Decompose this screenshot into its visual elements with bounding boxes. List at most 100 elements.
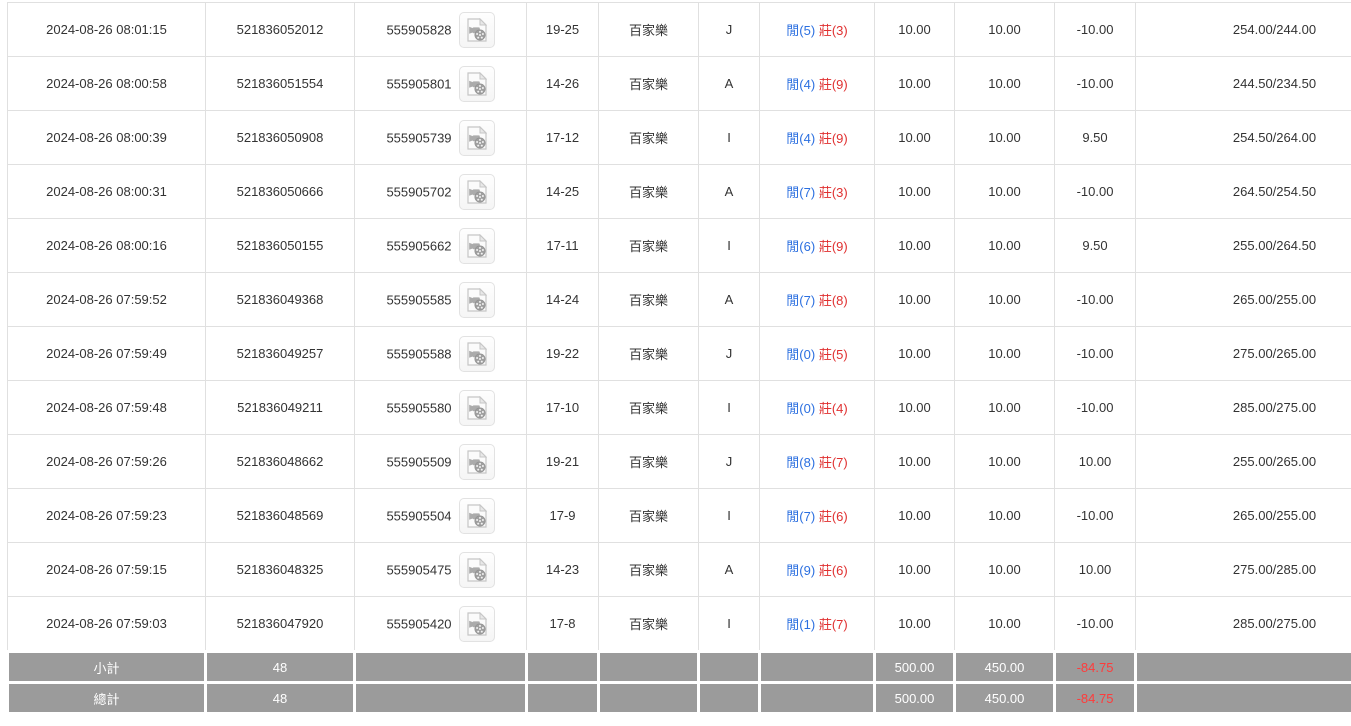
summary-empty-cell	[697, 650, 761, 684]
cell-round-id: 555905504	[354, 488, 527, 543]
cell-bet-amount-link[interactable]: 10.00	[874, 56, 955, 111]
video-replay-button[interactable]	[458, 497, 495, 534]
cell-bet-time: 2024-08-26 07:59:26	[7, 434, 206, 489]
cell-bet-id: 521836048662	[205, 434, 355, 489]
cell-valid-amount: 10.00	[954, 542, 1055, 597]
cell-balance: 255.00/264.50	[1135, 218, 1351, 273]
round-id-text: 555905662	[386, 238, 452, 253]
cell-bet-amount-link[interactable]: 10.00	[874, 164, 955, 219]
cell-valid-amount: 10.00	[954, 164, 1055, 219]
result-banker: 莊(5)	[818, 347, 848, 362]
table-row: 2024-08-26 08:00:16 521836050155 5559056…	[7, 218, 1351, 273]
subtotal-label: 小計	[6, 650, 207, 684]
cell-table-round: 14-24	[526, 272, 599, 327]
cell-seat: A	[698, 272, 760, 327]
table-row: 2024-08-26 08:01:15 521836052012 5559058…	[7, 2, 1351, 57]
summary-empty-cell	[525, 650, 600, 684]
result-player: 閒(4)	[786, 131, 816, 146]
cell-win-loss: -10.00	[1054, 164, 1136, 219]
cell-win-loss: 10.00	[1054, 434, 1136, 489]
cell-result: 閒(7) 莊(3)	[759, 164, 875, 219]
subtotal-count: 48	[204, 650, 356, 684]
cell-table-round: 14-23	[526, 542, 599, 597]
summary-empty-cell	[758, 681, 876, 715]
video-replay-button[interactable]	[458, 335, 495, 372]
video-replay-button[interactable]	[458, 173, 495, 210]
video-replay-button[interactable]	[458, 443, 495, 480]
cell-valid-amount: 10.00	[954, 272, 1055, 327]
cell-win-loss: -10.00	[1054, 2, 1136, 57]
cell-game-name: 百家樂	[598, 542, 699, 597]
result-banker: 莊(9)	[818, 239, 848, 254]
round-id-text: 555905475	[386, 562, 452, 577]
result-banker: 莊(7)	[818, 617, 848, 632]
cell-result: 閒(5) 莊(3)	[759, 2, 875, 57]
cell-seat: I	[698, 596, 760, 652]
video-file-icon	[466, 503, 487, 528]
cell-result: 閒(1) 莊(7)	[759, 596, 875, 652]
video-replay-button[interactable]	[458, 11, 495, 48]
round-id-text: 555905420	[386, 616, 452, 631]
total-label: 總計	[6, 681, 207, 715]
round-id-text: 555905509	[386, 454, 452, 469]
cell-bet-amount-link[interactable]: 10.00	[874, 110, 955, 165]
result-banker: 莊(9)	[818, 131, 848, 146]
cell-table-round: 19-22	[526, 326, 599, 381]
cell-game-name: 百家樂	[598, 596, 699, 652]
video-replay-button[interactable]	[458, 65, 495, 102]
total-count: 48	[204, 681, 356, 715]
cell-balance: 285.00/275.00	[1135, 596, 1351, 652]
cell-seat: J	[698, 326, 760, 381]
table-row: 2024-08-26 07:59:15 521836048325 5559054…	[7, 542, 1351, 597]
round-id-text: 555905828	[386, 22, 452, 37]
cell-bet-time: 2024-08-26 08:00:31	[7, 164, 206, 219]
cell-bet-amount-link[interactable]: 10.00	[874, 488, 955, 543]
cell-win-loss: -10.00	[1054, 326, 1136, 381]
cell-bet-amount-link[interactable]: 10.00	[874, 434, 955, 489]
cell-bet-amount-link[interactable]: 10.00	[874, 326, 955, 381]
cell-balance: 285.00/275.00	[1135, 380, 1351, 435]
cell-game-name: 百家樂	[598, 2, 699, 57]
cell-game-name: 百家樂	[598, 164, 699, 219]
result-player: 閒(6)	[786, 239, 816, 254]
table-row: 2024-08-26 07:59:26 521836048662 5559055…	[7, 434, 1351, 489]
cell-bet-id: 521836047920	[205, 596, 355, 652]
result-player: 閒(9)	[786, 563, 816, 578]
result-player: 閒(0)	[786, 347, 816, 362]
subtotal-bet-amount: 500.00	[873, 650, 956, 684]
video-replay-button[interactable]	[458, 551, 495, 588]
subtotal-win-loss: -84.75	[1053, 650, 1137, 684]
cell-win-loss: -10.00	[1054, 56, 1136, 111]
video-replay-button[interactable]	[458, 389, 495, 426]
summary-empty-cell	[353, 681, 528, 715]
video-replay-button[interactable]	[458, 281, 495, 318]
video-replay-button[interactable]	[458, 119, 495, 156]
result-banker: 莊(7)	[818, 455, 848, 470]
cell-game-name: 百家樂	[598, 56, 699, 111]
video-replay-button[interactable]	[458, 605, 495, 642]
round-id-text: 555905801	[386, 76, 452, 91]
cell-balance: 265.00/255.00	[1135, 272, 1351, 327]
summary-empty-cell	[758, 650, 876, 684]
video-file-icon	[466, 71, 487, 96]
video-file-icon	[466, 449, 487, 474]
video-replay-button[interactable]	[458, 227, 495, 264]
cell-table-round: 19-21	[526, 434, 599, 489]
cell-round-id: 555905580	[354, 380, 527, 435]
cell-bet-amount-link[interactable]: 10.00	[874, 596, 955, 652]
cell-game-name: 百家樂	[598, 326, 699, 381]
result-banker: 莊(6)	[818, 563, 848, 578]
cell-bet-amount-link[interactable]: 10.00	[874, 380, 955, 435]
cell-bet-amount-link[interactable]: 10.00	[874, 218, 955, 273]
cell-balance: 244.50/234.50	[1135, 56, 1351, 111]
cell-balance: 264.50/254.50	[1135, 164, 1351, 219]
cell-bet-amount-link[interactable]: 10.00	[874, 2, 955, 57]
cell-bet-time: 2024-08-26 07:59:49	[7, 326, 206, 381]
cell-balance: 275.00/285.00	[1135, 542, 1351, 597]
cell-bet-amount-link[interactable]: 10.00	[874, 272, 955, 327]
total-valid-amount: 450.00	[953, 681, 1056, 715]
cell-round-id: 555905702	[354, 164, 527, 219]
result-banker: 莊(6)	[818, 509, 848, 524]
cell-game-name: 百家樂	[598, 110, 699, 165]
cell-bet-amount-link[interactable]: 10.00	[874, 542, 955, 597]
